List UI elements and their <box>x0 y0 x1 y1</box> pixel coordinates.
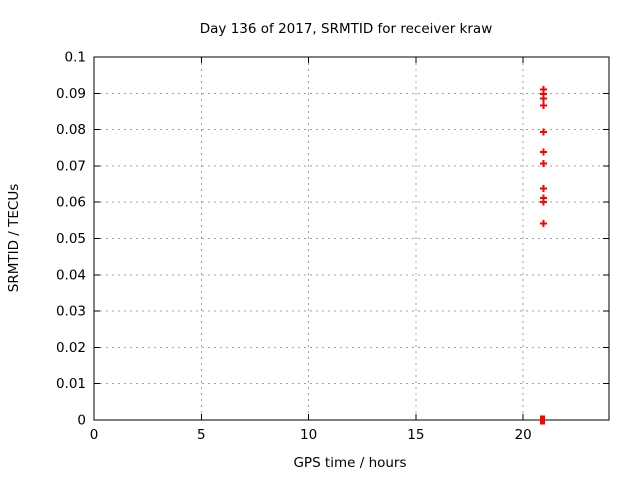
y-tick-label: 0.09 <box>56 86 86 102</box>
data-point-plus <box>540 184 548 192</box>
y-tick-label: 0 <box>77 413 86 429</box>
data-point-plus <box>540 94 548 102</box>
data-point-plus <box>540 101 548 109</box>
data-point-plus <box>540 159 548 167</box>
y-tick-label: 0.03 <box>56 304 86 320</box>
y-tick-label: 0.08 <box>56 122 86 138</box>
data-point-plus <box>540 128 548 136</box>
data-point-plus <box>540 219 548 227</box>
y-tick-label: 0.07 <box>56 158 86 174</box>
y-tick-label: 0.05 <box>56 231 86 247</box>
x-tick-label: 20 <box>515 427 532 443</box>
chart-title: Day 136 of 2017, SRMTID for receiver kra… <box>199 21 493 37</box>
data-point-square <box>539 415 545 425</box>
data-point-plus <box>540 148 548 156</box>
x-tick-label: 15 <box>407 427 424 443</box>
y-tick-label: 0.06 <box>56 195 86 211</box>
data-point-plus <box>540 198 548 206</box>
y-tick-label: 0.02 <box>56 340 86 356</box>
plot-border <box>93 56 610 421</box>
y-tick-label: 0.01 <box>56 376 86 392</box>
x-tick-label: 10 <box>300 427 317 443</box>
y-tick-label: 0.04 <box>56 267 86 283</box>
x-tick-label: 5 <box>197 427 206 443</box>
x-axis-label: GPS time / hours <box>293 455 407 471</box>
y-tick-label: 0.1 <box>65 50 86 66</box>
x-tick-label: 0 <box>90 427 99 443</box>
